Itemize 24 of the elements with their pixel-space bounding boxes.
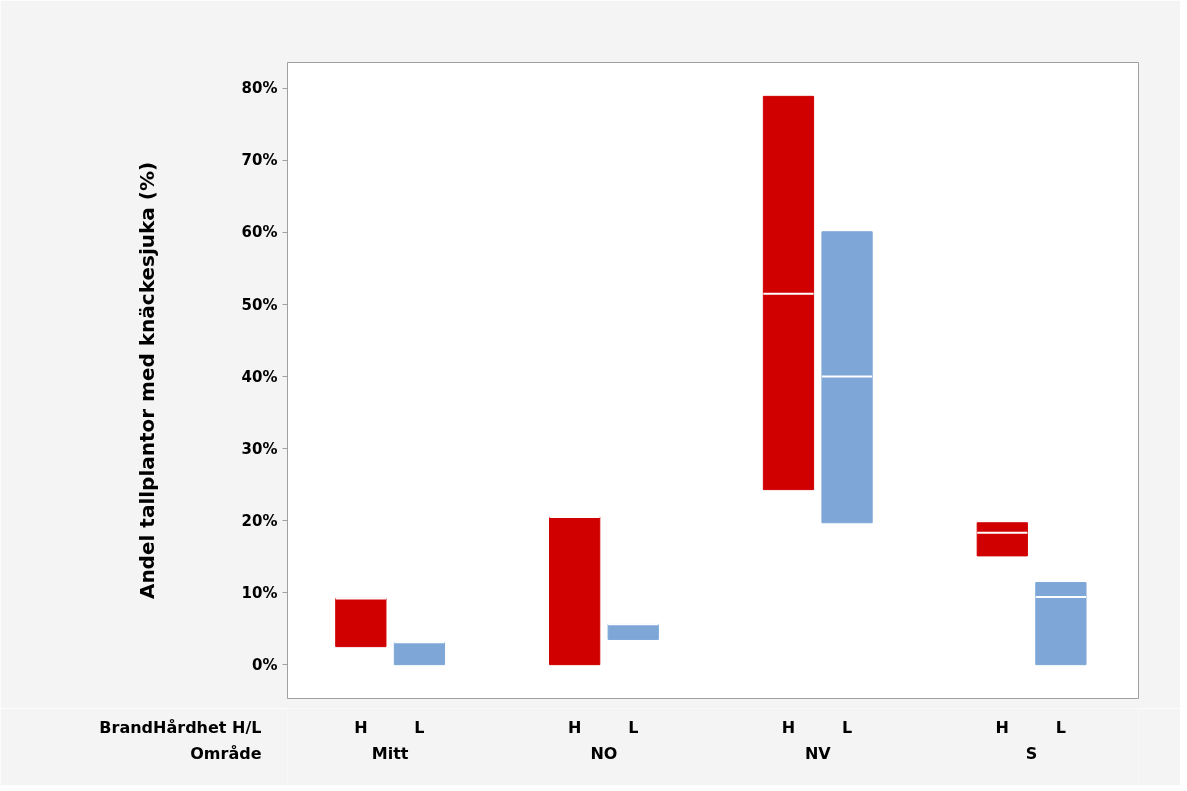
y-axis-title: Andel tallplantor med knäckesjuka (%)	[134, 161, 159, 600]
text: BrandHårdhet H/L	[99, 718, 262, 737]
text: L	[1055, 718, 1066, 737]
text: L	[414, 718, 425, 737]
text: L	[628, 718, 639, 737]
y-tick-label: 0%	[252, 655, 278, 674]
y-tick-label: 60%	[241, 223, 278, 242]
text: H	[781, 718, 796, 737]
text: L	[841, 718, 853, 737]
text: H	[354, 718, 368, 737]
text: H	[995, 718, 1009, 737]
y-tick-label: 20%	[241, 511, 278, 530]
y-tick-label: 50%	[241, 295, 278, 314]
x-tick-label: NV	[804, 744, 832, 763]
x-tick-label: NO	[590, 744, 618, 763]
y-tick-label: 80%	[241, 79, 278, 98]
y-tick-label: 30%	[241, 439, 278, 458]
text: H	[567, 718, 582, 737]
x-tick-label: S	[1025, 744, 1038, 763]
text: Område	[190, 744, 262, 763]
y-tick-label: 10%	[241, 583, 278, 602]
x-tick-label: Mitt	[371, 744, 409, 763]
y-tick-label: 70%	[241, 151, 278, 170]
y-tick-label: 40%	[241, 367, 278, 386]
